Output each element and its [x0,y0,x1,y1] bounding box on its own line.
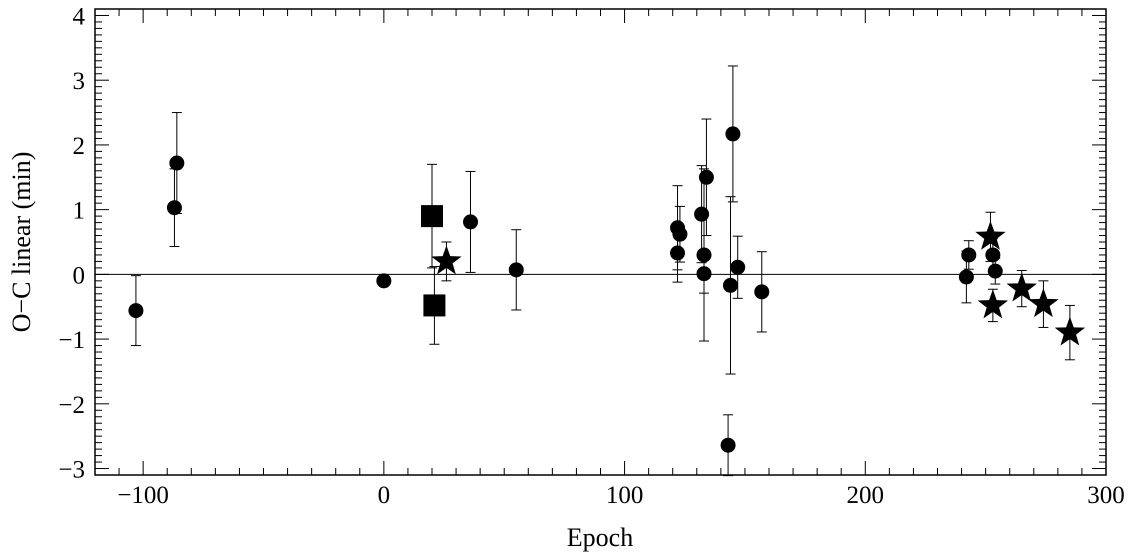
x-tick-label: 0 [378,482,391,509]
star-point [1006,269,1037,308]
circle-marker [376,273,392,289]
star-point [975,211,1006,262]
plot-frame [94,8,1107,476]
y-tick-label: −1 [58,327,85,354]
circle-point [961,240,977,270]
circle-marker [725,126,741,142]
circle-marker [698,169,714,185]
circle-marker [463,214,479,230]
y-axis-label: O−C linear (min) [7,152,36,333]
circle-marker [961,247,977,263]
circle-marker [128,303,144,319]
circle-marker [508,262,524,278]
circle-point [698,118,714,237]
x-axis-label: Epoch [567,523,633,552]
circle-marker [754,284,770,300]
circle-point [166,168,182,248]
y-tick-label: 0 [73,262,86,289]
star-marker [1054,316,1086,346]
tick-labels: −100 0 100 200 300 −3 −2 −1 0 1 2 3 4 [58,3,1124,509]
circle-marker [694,206,710,222]
square-point [423,266,446,345]
circle-point [987,257,1003,285]
square-point [421,163,443,269]
circle-point [508,229,524,311]
star-marker [975,220,1006,250]
circle-point [730,235,746,299]
circle-marker [730,259,746,275]
axis-ticks [94,8,1107,476]
circle-point [720,414,736,477]
star-marker [977,289,1009,319]
star-point [1028,280,1059,328]
circle-marker [720,437,736,453]
circle-point [754,251,770,333]
y-tick-label: 2 [73,133,86,160]
y-tick-label: 4 [73,3,86,30]
circle-point [376,273,392,289]
y-tick-label: −2 [58,392,85,419]
star-marker [1028,288,1059,318]
x-tick-label: −100 [117,482,169,509]
circle-marker [166,200,182,216]
star-point [431,241,462,282]
y-tick-label: 3 [73,68,86,95]
circle-marker [696,266,712,282]
star-marker [431,245,462,275]
circle-marker [722,277,738,293]
star-point [977,288,1009,323]
x-tick-label: 200 [847,482,885,509]
circle-point [696,253,712,294]
x-tick-label: 100 [606,482,644,509]
circle-marker [958,269,974,285]
circle-point [672,205,688,263]
square-marker [421,205,443,228]
circle-marker [985,247,1001,263]
circle-point [722,196,738,375]
circle-marker [987,263,1003,279]
star-point [1054,304,1086,361]
circle-point [725,65,741,203]
x-tick-label: 300 [1087,482,1125,509]
circle-point [169,112,185,215]
y-tick-label: −3 [58,457,85,484]
y-tick-label: 1 [73,198,86,225]
star-marker [1006,272,1037,302]
circle-point [128,275,144,347]
circle-marker [672,226,688,242]
circle-point [463,170,479,273]
data-marks [128,65,1086,477]
circle-marker [169,155,185,171]
square-marker [423,294,446,317]
